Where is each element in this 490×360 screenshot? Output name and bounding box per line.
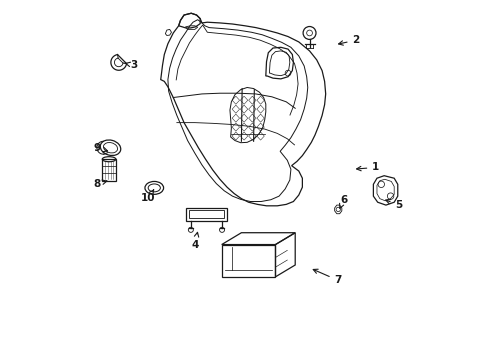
Text: 9: 9 — [94, 143, 107, 153]
Text: 3: 3 — [125, 60, 138, 70]
Text: 4: 4 — [191, 232, 199, 249]
Text: 10: 10 — [141, 190, 155, 203]
Text: 1: 1 — [357, 162, 380, 172]
Text: 7: 7 — [313, 269, 342, 285]
Text: 5: 5 — [386, 199, 403, 210]
Text: 2: 2 — [339, 35, 360, 45]
Text: 8: 8 — [94, 179, 107, 189]
Text: 6: 6 — [340, 195, 347, 208]
